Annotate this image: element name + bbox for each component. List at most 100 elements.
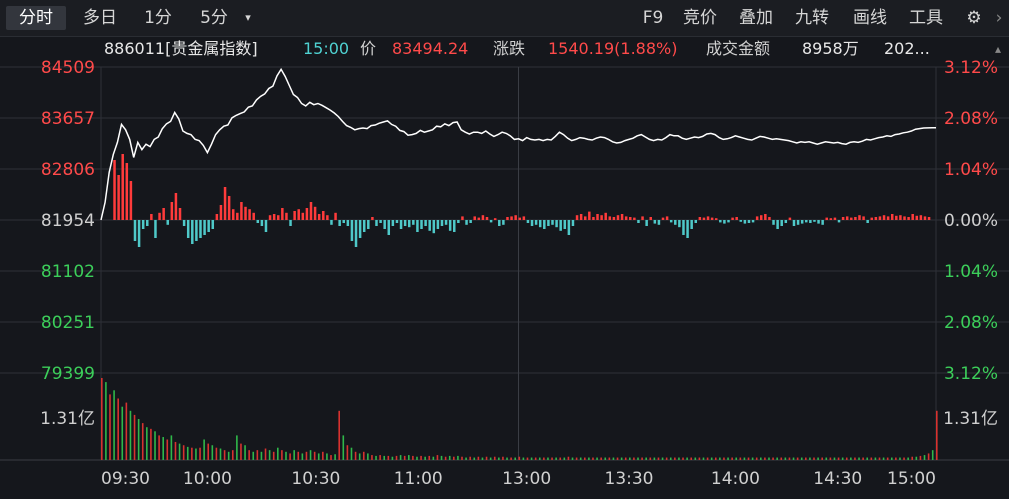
volume-bar [154,431,156,460]
diff-bar [616,215,620,220]
diff-bar [563,220,567,229]
tab-5-minute[interactable]: 5分 [200,8,228,28]
volume-bar [301,453,304,460]
diff-bar [297,209,300,220]
diff-bar [395,220,399,223]
volume-bar [702,457,705,460]
volume-bar [502,456,504,460]
volume-bar [375,455,377,460]
diff-bar [633,217,636,220]
volume-bar [776,457,778,460]
volume-bar [383,455,386,460]
diff-bar [236,212,239,220]
diff-bar [874,217,878,220]
volume-bar [919,455,922,460]
tab-1-minute[interactable]: 1分 [144,8,172,28]
diff-bar [686,220,689,238]
diff-bar [702,217,706,220]
diff-bar [739,220,743,222]
volume-bar [129,410,132,460]
diff-bar [821,220,824,225]
volume-bar [723,457,725,460]
diff-bar [813,220,816,222]
volume-bar [579,457,582,460]
f9-button[interactable]: F9 [642,8,664,28]
diff-bar [878,216,882,220]
diff-bar [129,181,133,220]
scroll-up-icon[interactable]: ▴ [995,42,1002,56]
diff-bar [277,215,280,220]
volume-bar [821,457,823,460]
diff-bar [637,220,640,223]
volume-bar [661,457,664,460]
price-tick-label: 80251 [41,313,95,333]
volume-bar [878,457,881,460]
diff-bar [592,217,595,220]
volume-bar [322,451,324,460]
price-value: 83494.24 [392,39,469,58]
diff-bar [710,217,714,220]
x-tick-label: 13:30 [605,469,654,489]
volume-bar [412,455,414,460]
volume-bar [698,457,701,460]
diff-bar [313,206,317,220]
tools-button[interactable]: 工具 [909,8,943,28]
volume-bar [674,457,676,460]
diff-bar [375,220,378,226]
more-icon[interactable]: › [995,8,1003,28]
diff-bar [379,220,382,223]
volume-bar [612,457,615,460]
tab-intraday[interactable]: 分时 [6,6,66,30]
diff-bar [133,220,137,241]
price-tick-label: 82806 [41,160,95,180]
diff-bar [195,220,198,241]
volume-bar [510,457,512,460]
diff-bar [612,217,616,220]
diff-bar [727,220,730,223]
triangle-down-icon[interactable]: ▾ [245,11,251,24]
volume-bar [313,451,316,460]
diff-bar [690,220,693,229]
diff-bar [841,217,845,220]
diff-bar [800,220,804,224]
volume-bar [665,457,668,460]
diff-bar [383,220,386,229]
diff-bar [674,220,677,225]
volume-bar [686,457,688,460]
diff-bar [469,220,472,223]
diff-bar [555,220,558,228]
diff-bar [432,220,436,234]
volume-bar [551,457,553,460]
x-tick-label: 13:00 [502,469,551,489]
diff-bar [285,212,288,220]
volume-bar [592,457,594,460]
volume-bar [567,456,570,460]
diff-bar [919,215,923,220]
diff-bar [698,217,702,220]
gear-icon[interactable]: ⚙ [966,8,982,28]
overlay-button[interactable]: 叠加 [739,8,773,28]
volume-bar [858,457,860,460]
volume-bar [166,439,169,460]
draw-line-button[interactable]: 画线 [853,8,887,28]
volume-bar [890,457,893,460]
diff-bar [776,220,779,229]
nine-turn-button[interactable]: 九转 [795,8,829,28]
diff-bar [751,220,755,223]
diff-bar [354,220,358,247]
volume-bar [608,457,611,460]
volume-bar [755,457,758,460]
volume-bar [371,455,373,460]
volume-bar [465,457,467,460]
volume-bar [653,457,656,460]
volume-bar [391,456,394,460]
pct-tick-label: 2.08% [944,313,998,333]
volume-bar [850,457,852,460]
diff-bar [186,220,190,238]
diff-bar [350,220,354,241]
volume-bar [346,445,349,460]
volume-bar [649,457,652,460]
tab-multi-day[interactable]: 多日 [83,8,117,28]
diff-bar [588,211,591,220]
auction-button[interactable]: 竞价 [683,8,717,28]
